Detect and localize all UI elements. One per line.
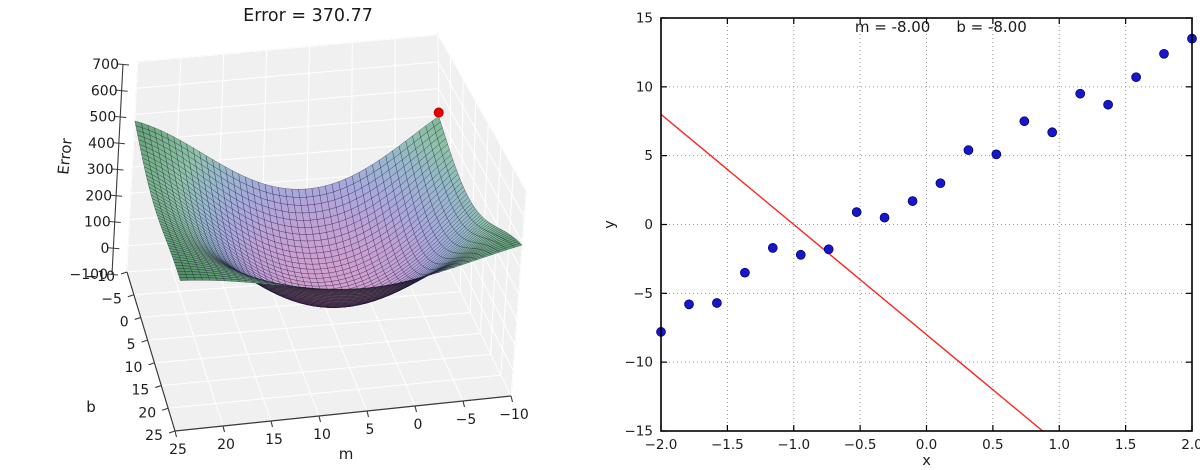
y-axis-label: y <box>602 220 618 229</box>
y-tick-label: −15 <box>625 424 654 440</box>
fit-scatter-panel: −2.0 −1.5 −1.0 −0.5 0.0 0.5 1.0 1.5 2.0 −15 −10 −5 0… <box>600 0 1200 470</box>
data-point <box>1103 99 1113 110</box>
surface-plot-title: Error = 370.77 <box>243 6 373 26</box>
x-tick-label: 0.5 <box>982 437 1003 453</box>
fit-line <box>660 113 1044 432</box>
y-tick-label: −5 <box>633 286 653 302</box>
y-tick-label: 5 <box>644 148 653 164</box>
scatter-plot: −2.0 −1.5 −1.0 −0.5 0.0 0.5 1.0 1.5 2.0 −15 −10 −5 0… <box>602 11 1200 470</box>
x-tick-label: −1.5 <box>711 437 744 453</box>
x-tick-label: 0.0 <box>916 437 937 453</box>
y-tick-label: 0 <box>644 217 653 233</box>
data-point <box>795 249 806 260</box>
data-point <box>907 196 918 206</box>
y-tick-label: 10 <box>636 79 653 95</box>
x-tick-label: −0.5 <box>844 437 877 453</box>
data-point <box>1075 88 1086 99</box>
x-tick-label: 1.5 <box>1115 437 1136 453</box>
data-point <box>963 145 974 156</box>
y-tick-label: 15 <box>636 11 653 27</box>
data-point <box>767 243 778 253</box>
plot-frame <box>660 17 1193 432</box>
x-tick-label: −1.0 <box>777 437 810 453</box>
x-tick-label: 2.0 <box>1181 437 1200 453</box>
data-point <box>823 244 834 255</box>
data-point <box>684 299 694 310</box>
data-point <box>879 212 890 223</box>
error-surface-panel: Error = 370.77 <box>0 0 600 470</box>
data-point <box>991 149 1002 160</box>
data-point <box>740 267 750 278</box>
x-axis-label: x <box>922 453 931 469</box>
data-point <box>851 207 862 217</box>
slope-readout: m = -8.00 <box>854 18 931 36</box>
x-tick-label: 1.0 <box>1049 437 1070 453</box>
x-tick-label: −2.0 <box>645 437 678 453</box>
data-point <box>1159 48 1169 59</box>
data-point <box>1131 72 1141 83</box>
y-tick-label: −10 <box>625 355 654 371</box>
data-point <box>1019 116 1030 127</box>
error-surface-3d-plot <box>0 0 600 470</box>
data-point <box>712 298 722 308</box>
data-point <box>1047 127 1058 138</box>
data-point <box>935 178 946 189</box>
scatter-plot-title: m = -8.00 b = -8.00 <box>661 0 1192 54</box>
intercept-readout: b = -8.00 <box>956 18 1027 36</box>
